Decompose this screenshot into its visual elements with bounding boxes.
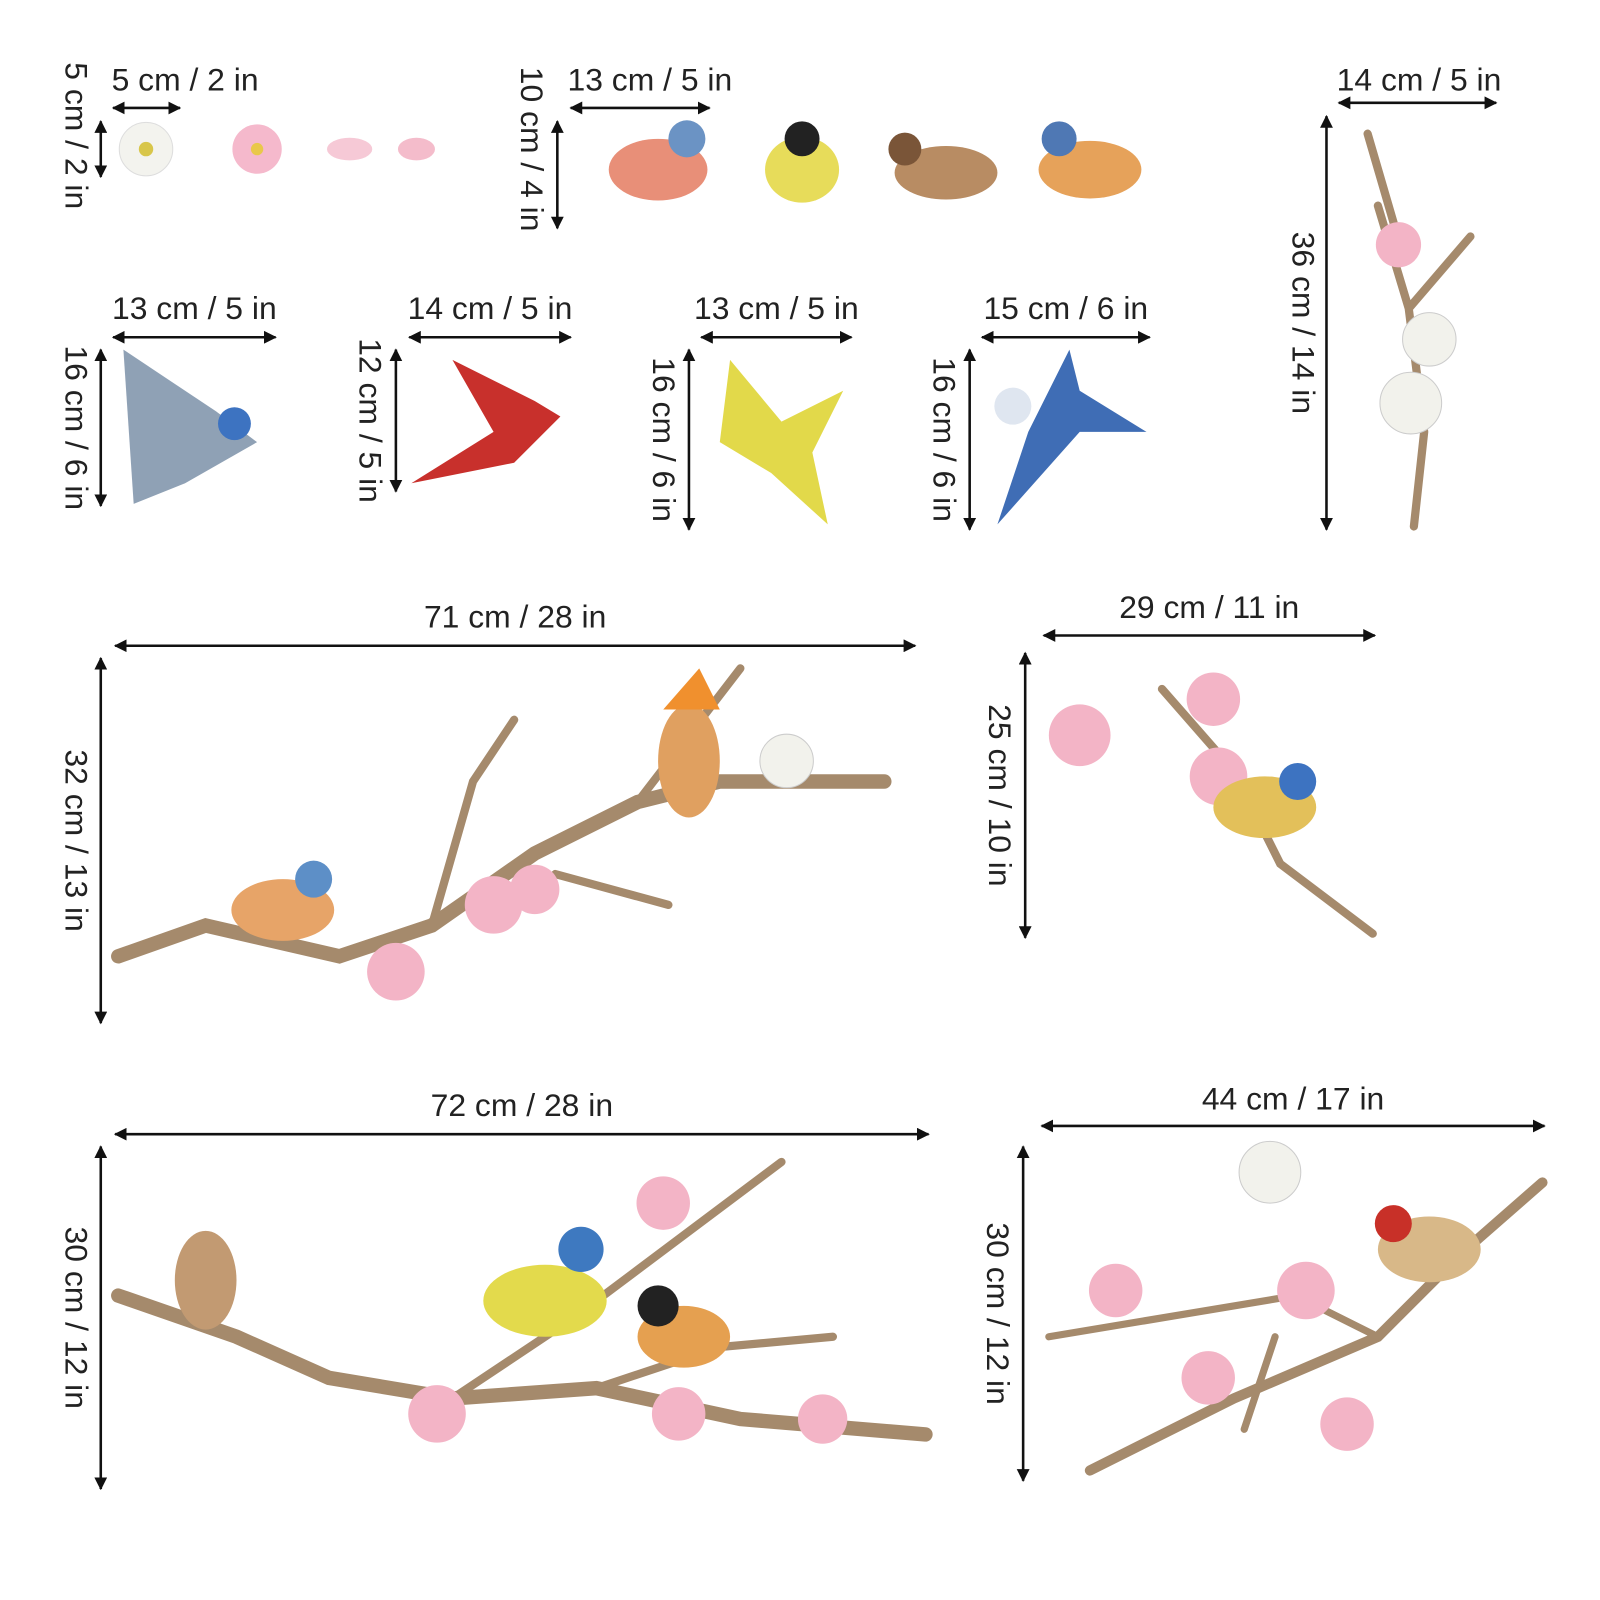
height-label: 16 cm / 6 in xyxy=(646,357,682,522)
height-label: 10 cm / 4 in xyxy=(514,67,550,232)
height-label: 36 cm / 14 in xyxy=(1285,232,1321,414)
dimensions: 5 cm / 2 in 5 cm / 2 in 13 cm / 5 in 10 cm … xyxy=(59,62,1546,1491)
height-label: 5 cm / 2 in xyxy=(59,62,95,209)
width-label: 13 cm / 5 in xyxy=(694,290,859,326)
height-label: 30 cm / 12 in xyxy=(980,1222,1016,1404)
height-label: 16 cm / 6 in xyxy=(926,357,962,522)
height-label: 25 cm / 10 in xyxy=(982,704,1018,886)
width-label: 71 cm / 28 in xyxy=(424,598,606,634)
width-label: 15 cm / 6 in xyxy=(983,290,1148,326)
width-label: 44 cm / 17 in xyxy=(1202,1081,1384,1117)
width-label: 13 cm / 5 in xyxy=(112,290,277,326)
width-label: 14 cm / 5 in xyxy=(408,290,573,326)
width-label: 13 cm / 5 in xyxy=(568,62,733,98)
width-label: 5 cm / 2 in xyxy=(112,62,259,98)
height-label: 16 cm / 6 in xyxy=(59,345,95,510)
width-label: 29 cm / 11 in xyxy=(1119,589,1299,625)
height-label: 12 cm / 5 in xyxy=(353,338,389,503)
width-label: 72 cm / 28 in xyxy=(431,1087,613,1123)
height-label: 32 cm / 13 in xyxy=(59,749,95,931)
width-label: 14 cm / 5 in xyxy=(1337,62,1502,98)
illustrations xyxy=(111,120,1548,1476)
height-label: 30 cm / 12 in xyxy=(59,1227,95,1409)
